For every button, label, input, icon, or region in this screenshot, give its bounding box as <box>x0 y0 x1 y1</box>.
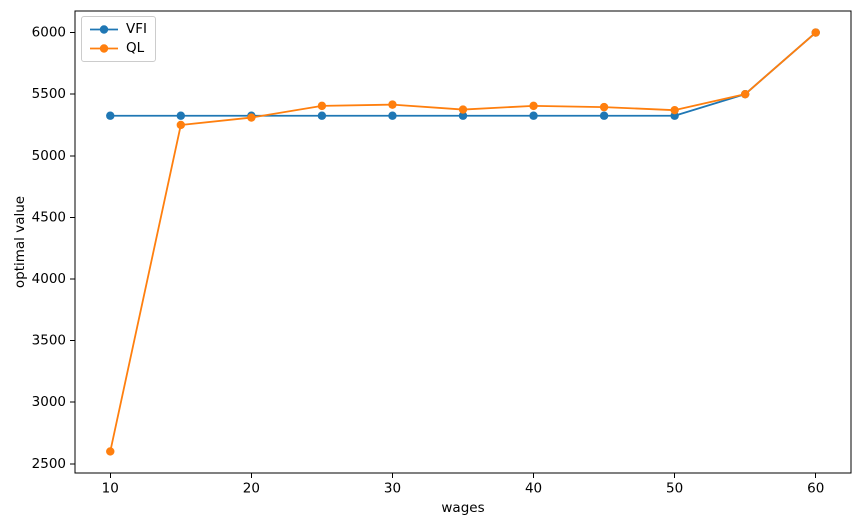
data-point-vfi-35 <box>458 111 468 120</box>
y-axis-label: optimal value <box>12 195 28 289</box>
data-point-ql-60 <box>811 28 820 37</box>
x-tick-label: 50 <box>666 481 683 497</box>
x-tick-label: 10 <box>102 481 119 497</box>
y-tick-label: 2500 <box>32 456 66 472</box>
x-axis-label: wages <box>441 500 485 516</box>
y-tick-label: 5000 <box>32 148 66 164</box>
y-tick-label: 4000 <box>32 271 66 287</box>
y-tick-label: 3500 <box>32 333 66 349</box>
data-point-vfi-25 <box>317 111 327 120</box>
legend-item-vfi: VFI <box>89 22 147 37</box>
y-tick-label: 5500 <box>32 86 66 102</box>
x-tick-label: 30 <box>384 481 401 497</box>
y-tick-label: 4500 <box>32 209 66 225</box>
legend-item-ql: QL <box>89 41 147 56</box>
data-point-vfi-40 <box>529 111 538 120</box>
y-tick-label: 3000 <box>32 394 66 410</box>
x-tick-label: 20 <box>243 481 260 497</box>
legend: VFI QL <box>81 16 156 62</box>
data-point-vfi-45 <box>599 111 609 120</box>
plot-area <box>74 10 852 474</box>
data-point-ql-30 <box>388 100 397 109</box>
legend-label-vfi: VFI <box>126 21 147 37</box>
data-point-ql-40 <box>529 101 538 111</box>
data-point-vfi-15 <box>176 111 186 120</box>
legend-sample-ql <box>90 44 118 53</box>
data-point-vfi-10 <box>106 111 115 120</box>
data-point-ql-35 <box>458 105 468 114</box>
data-point-ql-55 <box>740 89 750 99</box>
y-tick-label: 6000 <box>32 25 66 41</box>
legend-sample-vfi <box>90 25 118 34</box>
data-point-ql-45 <box>599 102 609 112</box>
data-point-ql-15 <box>176 120 186 130</box>
data-point-ql-50 <box>670 105 679 115</box>
x-tick-label: 60 <box>807 481 824 497</box>
x-tick-label: 40 <box>525 481 542 497</box>
data-point-ql-10 <box>106 447 115 456</box>
data-point-ql-25 <box>317 101 327 111</box>
data-point-vfi-30 <box>388 111 397 120</box>
legend-label-ql: QL <box>126 40 145 56</box>
data-point-ql-20 <box>247 113 256 122</box>
